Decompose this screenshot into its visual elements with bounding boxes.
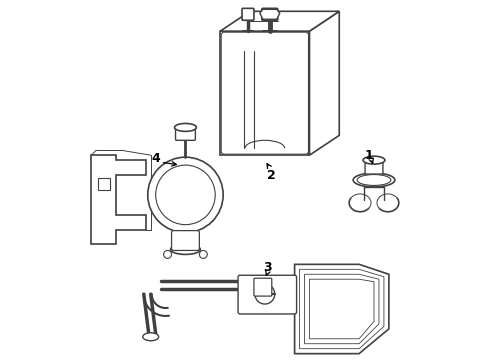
- FancyBboxPatch shape: [221, 32, 308, 154]
- FancyBboxPatch shape: [242, 8, 253, 20]
- Polygon shape: [220, 31, 309, 155]
- Circle shape: [199, 251, 207, 258]
- Polygon shape: [220, 11, 339, 31]
- FancyBboxPatch shape: [365, 162, 382, 174]
- FancyBboxPatch shape: [175, 126, 195, 140]
- Text: 1: 1: [364, 149, 373, 162]
- Ellipse shape: [142, 333, 158, 341]
- Text: 3: 3: [263, 261, 272, 274]
- Ellipse shape: [174, 123, 196, 131]
- Polygon shape: [309, 11, 339, 155]
- Polygon shape: [91, 155, 145, 244]
- FancyBboxPatch shape: [171, 231, 199, 251]
- Ellipse shape: [170, 244, 200, 255]
- Circle shape: [155, 165, 215, 225]
- Polygon shape: [294, 264, 388, 354]
- Ellipse shape: [356, 175, 390, 185]
- Circle shape: [147, 157, 223, 233]
- Ellipse shape: [362, 156, 384, 164]
- Ellipse shape: [352, 173, 394, 187]
- Circle shape: [254, 284, 274, 304]
- FancyBboxPatch shape: [238, 275, 296, 314]
- FancyBboxPatch shape: [253, 278, 271, 296]
- Polygon shape: [259, 9, 279, 19]
- Circle shape: [163, 251, 171, 258]
- Text: 4: 4: [151, 152, 160, 165]
- Text: 2: 2: [267, 168, 276, 181]
- Bar: [98, 178, 110, 190]
- FancyBboxPatch shape: [262, 8, 277, 20]
